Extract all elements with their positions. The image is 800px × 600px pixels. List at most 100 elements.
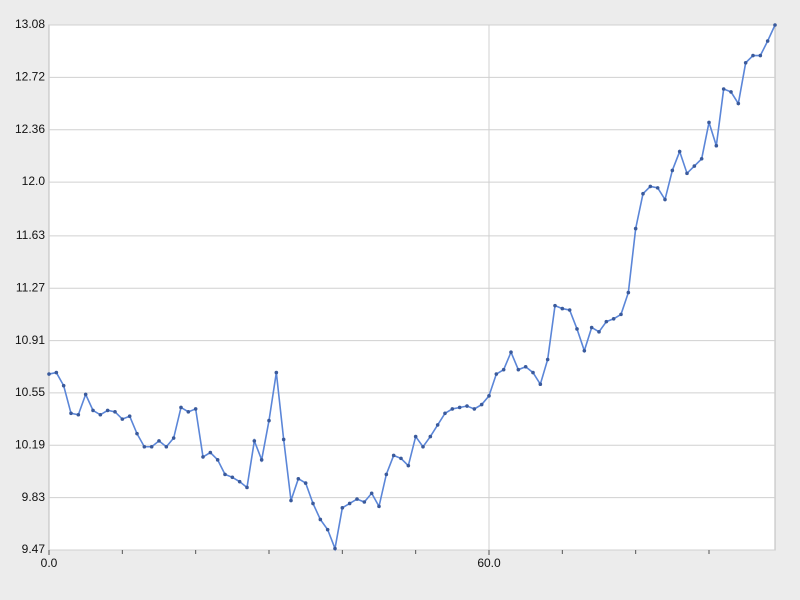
data-point xyxy=(545,357,550,362)
x-tick-label: 0.0 xyxy=(41,556,58,570)
data-point xyxy=(355,497,359,501)
data-point xyxy=(597,330,601,334)
data-point xyxy=(193,407,198,411)
data-point xyxy=(259,458,264,462)
data-point xyxy=(685,171,689,176)
y-tick-label: 10.55 xyxy=(15,385,45,399)
data-point xyxy=(758,53,763,58)
data-point xyxy=(626,290,631,295)
data-point xyxy=(98,412,103,417)
data-point xyxy=(311,501,315,506)
data-point xyxy=(523,364,528,369)
data-point xyxy=(560,306,565,311)
data-point xyxy=(633,226,638,231)
data-point xyxy=(391,453,396,458)
data-point xyxy=(237,479,242,484)
data-point xyxy=(751,53,755,58)
data-point xyxy=(340,506,345,510)
data-point xyxy=(91,408,95,413)
data-point xyxy=(743,61,748,65)
data-point xyxy=(399,456,403,461)
y-tick-label: 12.0 xyxy=(22,174,46,188)
data-point xyxy=(648,184,653,189)
data-point xyxy=(157,439,161,443)
data-point xyxy=(619,312,623,317)
series-line xyxy=(48,24,776,552)
x-tick-label: 60.0 xyxy=(477,556,501,570)
data-point xyxy=(164,444,169,449)
data-point xyxy=(303,481,308,485)
plot-area xyxy=(48,24,776,551)
data-point xyxy=(509,350,513,355)
data-point xyxy=(179,405,183,410)
data-point xyxy=(413,434,418,439)
data-point xyxy=(663,197,667,202)
data-point xyxy=(567,308,572,312)
data-point xyxy=(142,444,147,449)
data-point xyxy=(641,191,645,196)
data-point xyxy=(61,383,66,388)
y-tick-label: 9.47 xyxy=(22,542,46,556)
data-point xyxy=(421,444,425,449)
data-point xyxy=(362,500,367,504)
y-tick-label: 11.63 xyxy=(16,228,45,242)
data-point xyxy=(604,319,609,324)
data-point xyxy=(113,410,117,414)
data-point xyxy=(333,546,337,551)
y-tick-label: 10.91 xyxy=(15,333,45,347)
data-point xyxy=(54,370,59,375)
data-point xyxy=(296,476,301,481)
data-point xyxy=(443,411,447,416)
data-point xyxy=(47,372,51,376)
data-point xyxy=(479,402,484,407)
data-point xyxy=(714,143,719,148)
data-point xyxy=(406,463,411,468)
data-point xyxy=(384,472,389,477)
y-tick-label: 12.36 xyxy=(15,122,45,136)
data-point xyxy=(611,316,616,321)
data-point xyxy=(120,417,125,421)
data-point xyxy=(450,407,455,411)
data-point xyxy=(69,411,73,416)
data-point xyxy=(318,517,323,522)
data-point xyxy=(501,367,506,372)
data-point xyxy=(494,372,499,376)
data-point xyxy=(553,303,557,308)
data-point xyxy=(765,39,770,43)
data-point xyxy=(223,472,227,477)
data-point xyxy=(487,394,491,398)
data-point xyxy=(127,414,132,419)
y-tick-label: 10.19 xyxy=(15,437,45,451)
data-point xyxy=(281,437,286,442)
data-point xyxy=(707,120,711,125)
data-point xyxy=(274,370,279,375)
data-point xyxy=(149,444,154,449)
data-point xyxy=(692,164,697,168)
data-point xyxy=(435,423,440,427)
data-point xyxy=(201,455,205,459)
data-point xyxy=(582,348,587,353)
data-point xyxy=(325,527,330,532)
data-point xyxy=(76,412,81,417)
data-point xyxy=(736,101,741,106)
data-point xyxy=(575,327,579,331)
data-point xyxy=(699,156,704,161)
data-point xyxy=(677,149,682,154)
y-tick-label: 12.72 xyxy=(15,70,45,84)
data-point xyxy=(531,370,535,375)
y-tick-label: 11.27 xyxy=(16,280,45,294)
data-point xyxy=(245,485,249,490)
data-point xyxy=(186,410,191,414)
data-point xyxy=(538,382,543,387)
data-point xyxy=(83,392,88,397)
data-point xyxy=(729,90,733,94)
y-tick-label: 9.83 xyxy=(22,490,46,504)
data-point xyxy=(428,434,433,439)
y-tick-label: 13.08 xyxy=(15,17,45,31)
data-point xyxy=(670,168,675,173)
data-point xyxy=(135,431,139,436)
data-point xyxy=(472,407,477,411)
data-point xyxy=(289,498,293,503)
